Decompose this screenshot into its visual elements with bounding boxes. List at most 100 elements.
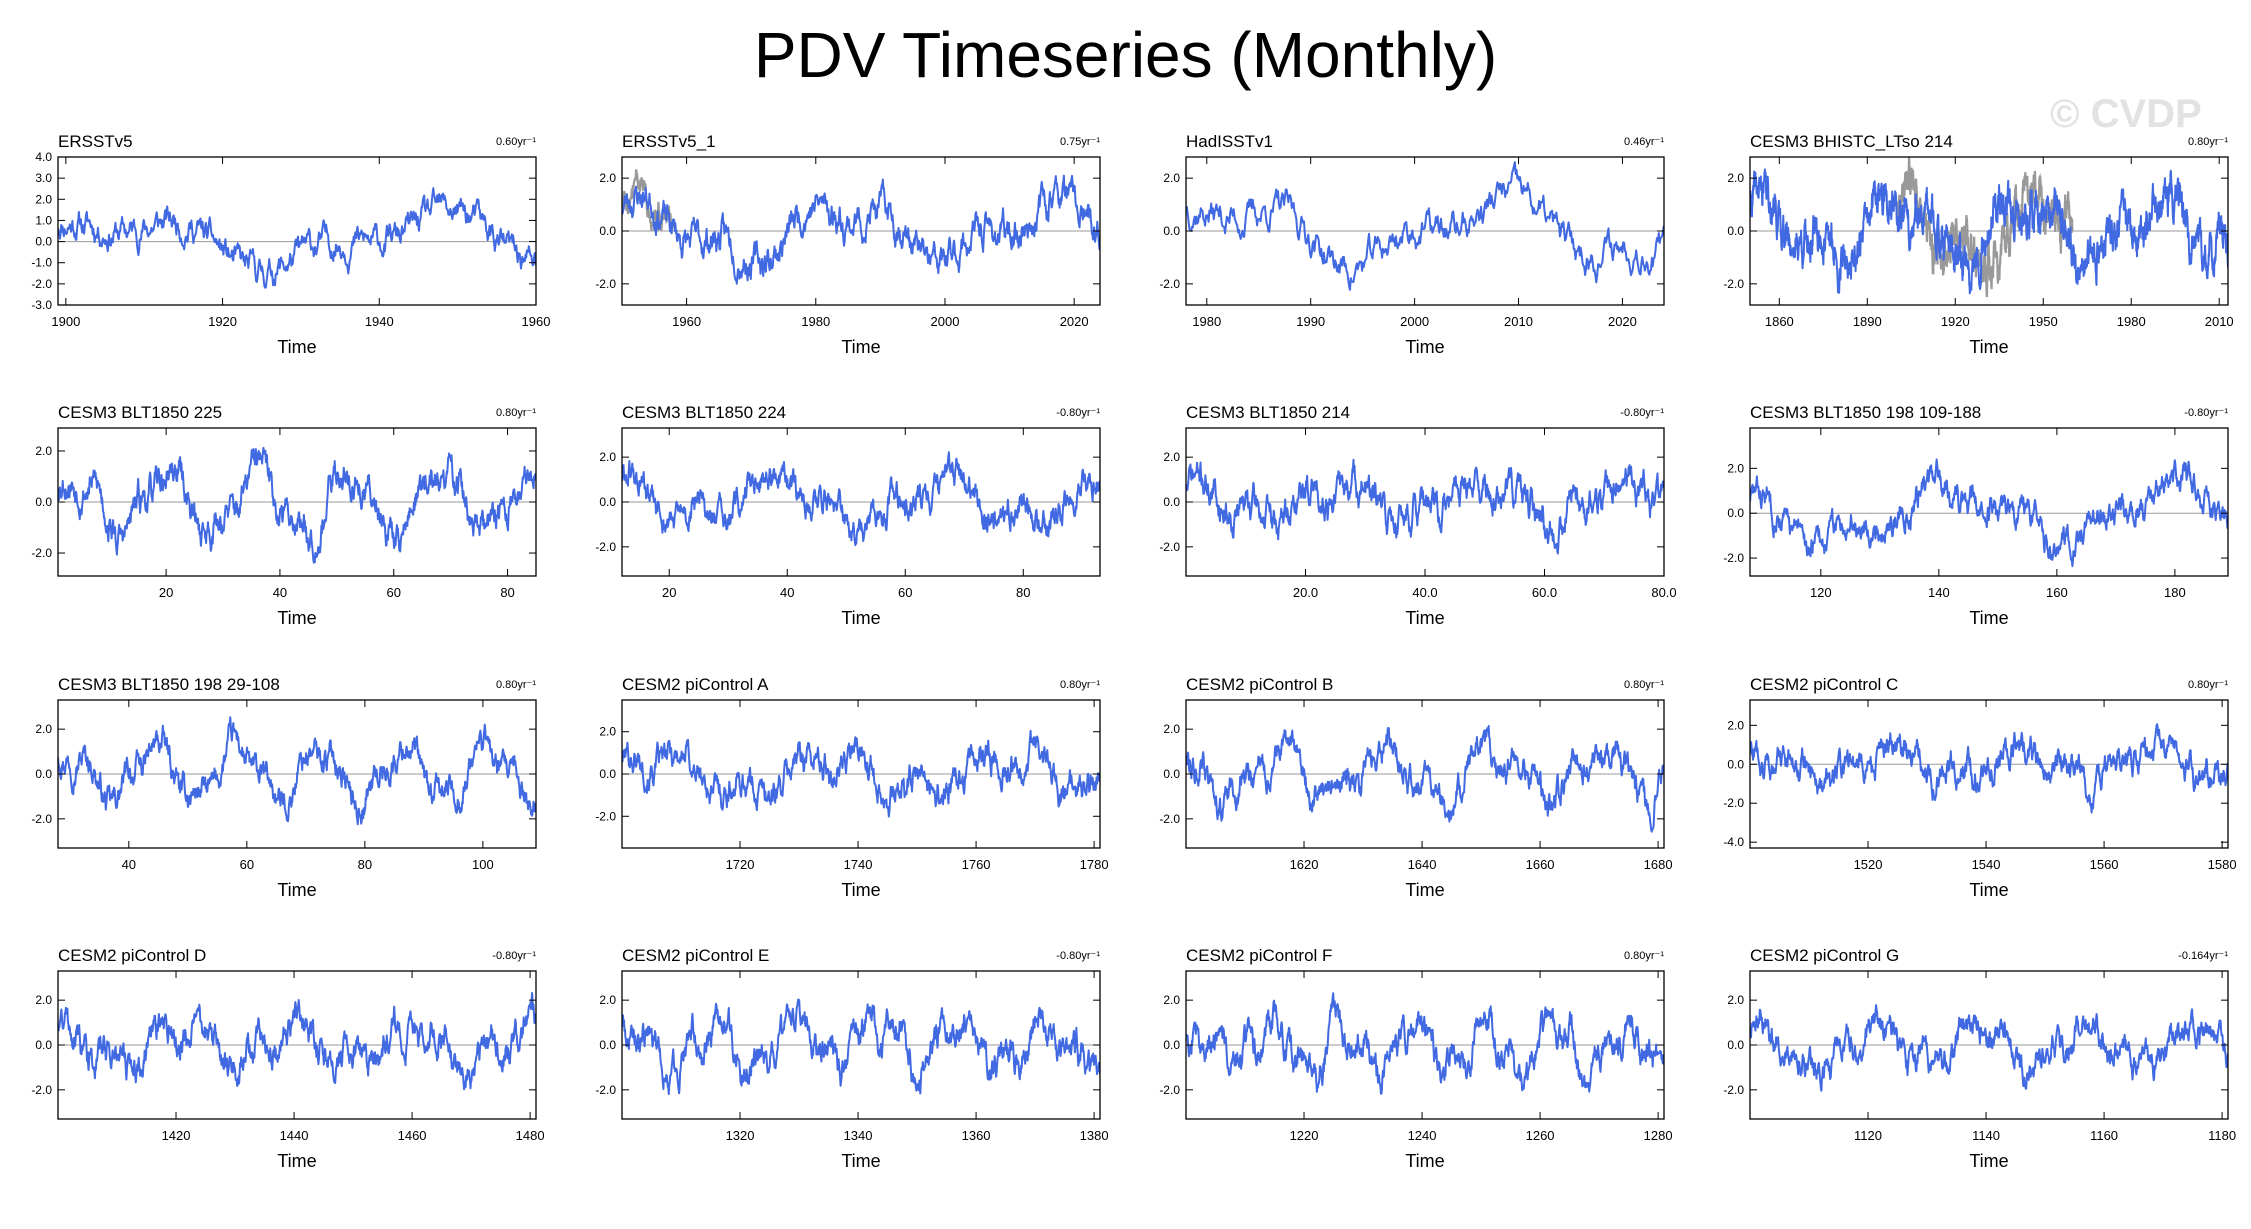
x-tick-label: 1320 — [726, 1128, 755, 1143]
x-axis-label: Time — [277, 1151, 316, 1171]
y-tick-label: 0.0 — [1163, 767, 1180, 781]
y-tick-label: 2.0 — [1727, 461, 1744, 475]
x-tick-label: 1180 — [2208, 1128, 2236, 1143]
trend-label: 0.80yr⁻¹ — [496, 407, 536, 419]
x-tick-label: 1890 — [1853, 314, 1882, 329]
x-tick-label: 20 — [662, 585, 676, 600]
x-tick-label: 1990 — [1296, 314, 1325, 329]
x-tick-label: 160 — [2046, 585, 2068, 600]
x-tick-label: 1740 — [844, 857, 873, 872]
y-tick-label: 2.0 — [1727, 171, 1744, 185]
x-tick-label: 1240 — [1408, 1128, 1437, 1143]
x-tick-label: 1580 — [2208, 857, 2237, 872]
x-tick-label: 1260 — [1526, 1128, 1555, 1143]
x-tick-label: 2010 — [1504, 314, 1533, 329]
y-tick-label: 2.0 — [1163, 171, 1180, 185]
chart-title: CESM2 piControl G — [1750, 946, 1899, 965]
chart-panel: ERSSTv5 0.60yr⁻¹ 1900 1920 1940 1960 -3.0 -2.0 -… — [31, 132, 550, 357]
y-tick-label: 0.0 — [599, 1038, 616, 1052]
y-tick-label: 0.0 — [35, 495, 52, 509]
chart-panel: CESM3 BLT1850 224 -0.80yr⁻¹ 20 40 60 80 -2.0 0.… — [595, 403, 1101, 628]
chart-panel: CESM2 piControl A 0.80yr⁻¹ 1720 1740 1760 178… — [595, 675, 1108, 900]
series-line — [58, 446, 536, 564]
y-tick-label: 0.0 — [1727, 224, 1744, 238]
y-tick-label: 0.0 — [35, 767, 52, 781]
chart-panel: CESM3 BLT1850 198 109-188 -0.80yr⁻¹ 120 140… — [1723, 403, 2229, 628]
x-tick-label: 1220 — [1290, 1128, 1319, 1143]
x-tick-label: 1950 — [2029, 314, 2058, 329]
chart-title: CESM2 piControl E — [622, 946, 769, 965]
y-tick-label: -2.0 — [1723, 277, 1744, 291]
chart-title: CESM2 piControl B — [1186, 675, 1333, 694]
x-tick-label: 60.0 — [1532, 585, 1557, 600]
series-line — [1186, 992, 1664, 1095]
chart-panel: CESM3 BLT1850 225 0.80yr⁻¹ 20 40 60 80 -2.0 0.0… — [31, 403, 537, 628]
x-tick-label: 1720 — [726, 857, 755, 872]
chart-panel: CESM2 piControl G -0.164yr⁻¹ 1120 1140 1160 1… — [1723, 946, 2236, 1171]
page-title: PDV Timeseries (Monthly) — [753, 19, 1498, 91]
x-tick-label: 1440 — [280, 1128, 309, 1143]
chart-panel: CESM2 piControl F 0.80yr⁻¹ 1220 1240 1260 128… — [1159, 946, 1672, 1171]
chart-panel: CESM3 BHISTC_LTso 214 0.80yr⁻¹ 1860 1890 192… — [1723, 132, 2233, 357]
y-tick-label: 2.0 — [599, 725, 616, 739]
series-line — [1186, 161, 1664, 291]
x-axis-label: Time — [277, 880, 316, 900]
y-tick-label: 2.0 — [35, 192, 52, 206]
y-tick-label: 0.0 — [599, 767, 616, 781]
x-axis-label: Time — [1405, 1151, 1444, 1171]
y-tick-label: -2.0 — [31, 277, 52, 291]
x-tick-label: 180 — [2164, 585, 2186, 600]
chart-title: ERSSTv5 — [58, 132, 133, 151]
chart-panel: ERSSTv5_1 0.75yr⁻¹ 1960 1980 2000 2020 -2.0 0.0… — [595, 132, 1101, 357]
x-tick-label: 1980 — [1192, 314, 1221, 329]
x-tick-label: 1900 — [51, 314, 80, 329]
y-tick-label: 1.0 — [35, 213, 52, 227]
chart-title: CESM3 BLT1850 225 — [58, 403, 222, 422]
plot-frame — [57, 156, 537, 306]
trend-label: 0.80yr⁻¹ — [1624, 679, 1664, 691]
chart-title: HadISSTv1 — [1186, 132, 1273, 151]
chart-panel: CESM2 piControl B 0.80yr⁻¹ 1620 1640 1660 168… — [1159, 675, 1672, 900]
x-tick-label: 1960 — [522, 314, 551, 329]
y-tick-label: 4.0 — [35, 150, 52, 164]
series-line — [58, 992, 536, 1091]
y-tick-label: -2.0 — [595, 809, 616, 823]
y-tick-label: 0.0 — [1163, 495, 1180, 509]
y-tick-label: -2.0 — [1159, 1083, 1180, 1097]
x-tick-label: 1980 — [801, 314, 830, 329]
trend-label: 0.80yr⁻¹ — [1060, 679, 1100, 691]
x-tick-label: 1140 — [1972, 1128, 2000, 1143]
y-tick-label: 2.0 — [599, 450, 616, 464]
trend-label: 0.75yr⁻¹ — [1060, 136, 1100, 148]
y-tick-label: -2.0 — [595, 1083, 616, 1097]
y-tick-label: -4.0 — [1723, 835, 1744, 849]
y-tick-label: 2.0 — [1163, 450, 1180, 464]
chart-title: CESM2 piControl D — [58, 946, 206, 965]
trend-label: -0.80yr⁻¹ — [1620, 407, 1664, 419]
series-line — [1186, 725, 1664, 833]
chart-title: ERSSTv5_1 — [622, 132, 716, 151]
y-tick-label: -2.0 — [595, 540, 616, 554]
trend-label: 0.80yr⁻¹ — [2188, 136, 2228, 148]
x-tick-label: 1920 — [1941, 314, 1970, 329]
x-tick-label: 2020 — [1060, 314, 1089, 329]
x-tick-label: 80.0 — [1651, 585, 1676, 600]
x-axis-label: Time — [1405, 337, 1444, 357]
x-tick-label: 20.0 — [1293, 585, 1318, 600]
y-tick-label: 0.0 — [1163, 1038, 1180, 1052]
x-tick-label: 1360 — [962, 1128, 991, 1143]
y-tick-label: -2.0 — [1159, 277, 1180, 291]
y-tick-label: -3.0 — [31, 298, 52, 312]
x-axis-label: Time — [1405, 880, 1444, 900]
x-tick-label: 1960 — [672, 314, 701, 329]
y-tick-label: -2.0 — [31, 812, 52, 826]
x-tick-label: 1860 — [1765, 314, 1794, 329]
y-tick-label: 2.0 — [599, 993, 616, 1007]
y-tick-label: -2.0 — [1159, 812, 1180, 826]
plot-frame — [1749, 427, 2229, 577]
x-tick-label: 40.0 — [1412, 585, 1437, 600]
x-tick-label: 1680 — [1644, 857, 1673, 872]
chart-title: CESM3 BHISTC_LTso 214 — [1750, 132, 1953, 151]
x-axis-label: Time — [1405, 608, 1444, 628]
